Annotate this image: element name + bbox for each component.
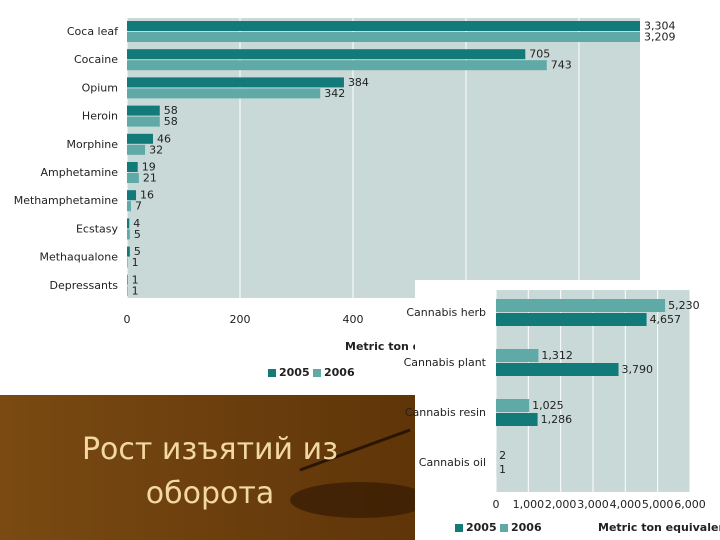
category-label: Cocaine: [74, 53, 118, 66]
bar: [127, 60, 547, 71]
x-tick-label: 400: [342, 313, 363, 326]
bar: [127, 257, 128, 268]
legend-swatch: [313, 369, 321, 377]
x-tick-label: 5,000: [642, 498, 674, 511]
bar: [496, 349, 539, 362]
x-tick-label: 1,000: [513, 498, 545, 511]
value-label: 1: [132, 273, 139, 286]
category-label: Coca leaf: [67, 25, 119, 38]
bar: [127, 77, 344, 88]
legend-label: 2006: [511, 521, 542, 534]
bar: [127, 285, 128, 296]
value-label: 46: [157, 132, 171, 145]
slide-title: Рост изъятий из оборота: [81, 432, 339, 511]
legend-label: 2005: [466, 521, 497, 534]
value-label: 705: [529, 48, 550, 61]
value-label: 4,657: [650, 313, 682, 326]
legend-swatch: [455, 524, 463, 532]
x-tick-label: 200: [229, 313, 250, 326]
x-tick-label: 3,000: [577, 498, 609, 511]
category-label: Ecstasy: [76, 222, 119, 235]
category-label: Cannabis oil: [419, 456, 486, 469]
value-label: 7: [135, 200, 142, 213]
bar: [127, 88, 321, 99]
bar: [127, 173, 139, 183]
value-label: 21: [143, 172, 157, 185]
bar: [127, 49, 526, 60]
value-label: 1,312: [541, 349, 573, 362]
bar: [127, 21, 640, 31]
bar: [127, 218, 130, 229]
value-label: 3,790: [622, 363, 654, 376]
bar: [127, 116, 160, 127]
value-label: 1,025: [532, 399, 564, 412]
value-label: 384: [348, 76, 369, 89]
legend-swatch: [268, 369, 276, 377]
value-label: 3,209: [644, 31, 676, 44]
value-label: 1: [499, 463, 506, 476]
value-label: 5,230: [668, 299, 700, 312]
category-label: Methamphetamine: [14, 194, 119, 207]
value-label: 32: [149, 143, 163, 156]
value-label: 1: [132, 256, 139, 269]
x-tick-label: 0: [493, 498, 500, 511]
category-label: Cannabis herb: [406, 306, 486, 319]
bar: [127, 229, 130, 240]
legend-swatch: [500, 524, 508, 532]
category-label: Depressants: [50, 279, 119, 292]
legend-label: 2006: [324, 366, 355, 379]
value-label: 58: [164, 104, 178, 117]
value-label: 19: [142, 161, 156, 174]
x-tick-label: 6,000: [674, 498, 706, 511]
bar: [496, 413, 538, 426]
bar: [496, 363, 619, 376]
bar: [127, 105, 160, 116]
bar: [127, 162, 138, 172]
category-label: Opium: [82, 81, 118, 94]
category-label: Methaqualone: [39, 251, 118, 264]
x-tick-label: 4,000: [610, 498, 642, 511]
value-label: 16: [140, 189, 154, 202]
legend-label: 2005: [279, 366, 310, 379]
value-label: 342: [324, 87, 345, 100]
value-label: 5: [134, 228, 141, 241]
bar: [127, 32, 640, 42]
category-label: Heroin: [82, 110, 118, 123]
value-label: 1: [132, 284, 139, 297]
value-label: 58: [164, 115, 178, 128]
bar: [496, 399, 530, 412]
category-label: Cannabis plant: [404, 356, 487, 369]
bar: [127, 190, 137, 201]
category-label: Morphine: [67, 138, 119, 151]
value-label: 3,304: [644, 20, 676, 33]
bar: [496, 299, 666, 312]
value-label: 2: [499, 449, 506, 462]
bar: [127, 133, 153, 144]
bar: [127, 246, 130, 257]
bar: [496, 313, 647, 326]
x-axis-label: Metric ton equivalents: [598, 521, 720, 534]
value-label: 1,286: [541, 413, 573, 426]
value-label: 4: [133, 217, 140, 230]
category-label: Cannabis resin: [405, 406, 486, 419]
bar: [127, 201, 131, 212]
bar: [127, 144, 146, 155]
x-tick-label: 0: [124, 313, 131, 326]
category-label: Amphetamine: [40, 166, 118, 179]
bar: [127, 274, 128, 285]
value-label: 743: [551, 59, 572, 72]
value-label: 5: [134, 245, 141, 258]
x-tick-label: 2,000: [545, 498, 577, 511]
